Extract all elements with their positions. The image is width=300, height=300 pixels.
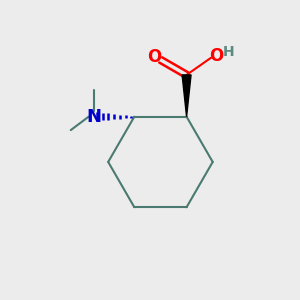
Text: N: N bbox=[86, 108, 101, 126]
Text: O: O bbox=[209, 47, 224, 65]
Text: H: H bbox=[223, 45, 235, 59]
Text: O: O bbox=[148, 48, 162, 66]
Polygon shape bbox=[182, 75, 191, 117]
